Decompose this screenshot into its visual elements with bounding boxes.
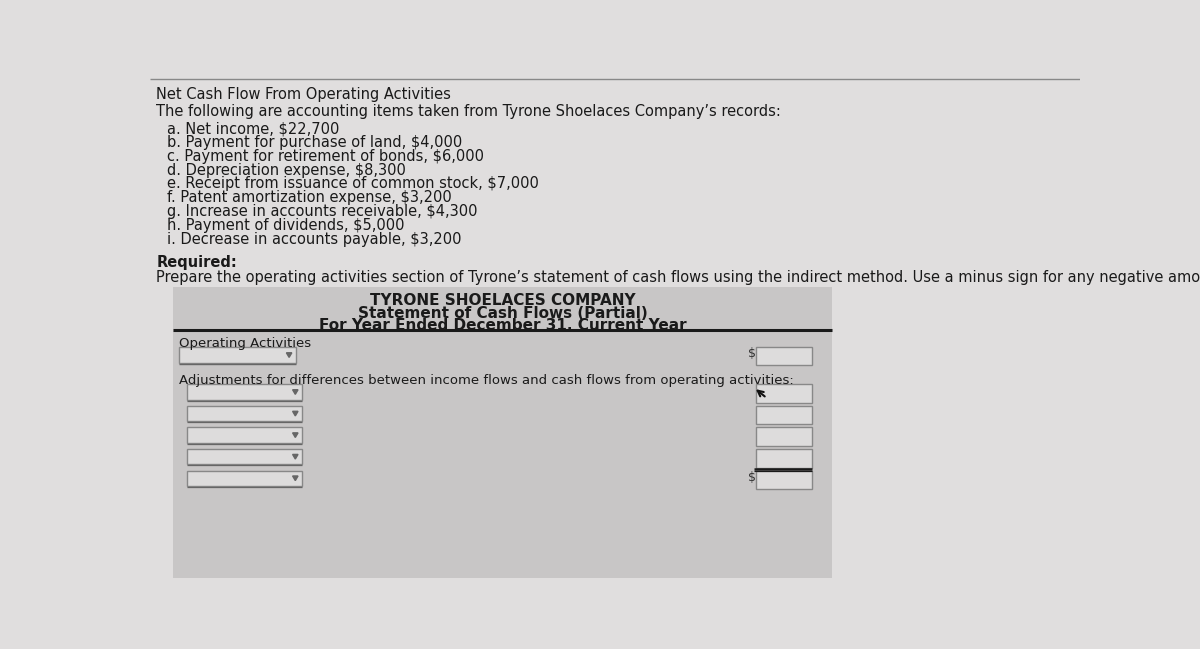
Bar (187, 406, 302, 421)
Text: Required:: Required: (156, 255, 236, 270)
Text: b. Payment for purchase of land, $4,000: b. Payment for purchase of land, $4,000 (167, 135, 462, 150)
Bar (756, 428, 812, 446)
Polygon shape (293, 433, 298, 437)
Text: h. Payment of dividends, $5,000: h. Payment of dividends, $5,000 (167, 218, 404, 233)
Text: f. Patent amortization expense, $3,200: f. Patent amortization expense, $3,200 (167, 190, 452, 205)
Text: e. Receipt from issuance of common stock, $7,000: e. Receipt from issuance of common stock… (167, 177, 539, 191)
Text: Prepare the operating activities section of Tyrone’s statement of cash flows usi: Prepare the operating activities section… (156, 271, 1200, 286)
Polygon shape (287, 353, 292, 358)
Bar (187, 384, 302, 400)
Text: d. Depreciation expense, $8,300: d. Depreciation expense, $8,300 (167, 163, 406, 178)
Text: i. Decrease in accounts payable, $3,200: i. Decrease in accounts payable, $3,200 (167, 232, 462, 247)
Polygon shape (293, 454, 298, 459)
Bar (187, 449, 302, 465)
Bar (756, 406, 812, 424)
Polygon shape (293, 390, 298, 395)
Text: c. Payment for retirement of bonds, $6,000: c. Payment for retirement of bonds, $6,0… (167, 149, 484, 164)
Text: The following are accounting items taken from Tyrone Shoelaces Company’s records: The following are accounting items taken… (156, 104, 781, 119)
Text: Operating Activities: Operating Activities (180, 337, 312, 350)
Polygon shape (293, 476, 298, 481)
Text: Adjustments for differences between income flows and cash flows from operating a: Adjustments for differences between inco… (180, 374, 794, 387)
Text: a. Net income, $22,700: a. Net income, $22,700 (167, 121, 340, 136)
Text: $: $ (748, 471, 756, 484)
Bar (756, 471, 812, 489)
Bar (187, 428, 302, 443)
Text: TYRONE SHOELACES COMPANY: TYRONE SHOELACES COMPANY (370, 293, 636, 308)
Bar (756, 449, 812, 467)
Bar (173, 288, 832, 578)
Bar (187, 471, 302, 486)
Text: $: $ (748, 347, 756, 360)
Text: For Year Ended December 31, Current Year: For Year Ended December 31, Current Year (319, 318, 686, 333)
Bar (756, 347, 812, 365)
Text: Statement of Cash Flows (Partial): Statement of Cash Flows (Partial) (358, 306, 648, 321)
Bar (180, 347, 295, 363)
Text: Net Cash Flow From Operating Activities: Net Cash Flow From Operating Activities (156, 87, 451, 102)
Polygon shape (293, 411, 298, 416)
Bar (756, 384, 812, 403)
Text: g. Increase in accounts receivable, $4,300: g. Increase in accounts receivable, $4,3… (167, 204, 478, 219)
